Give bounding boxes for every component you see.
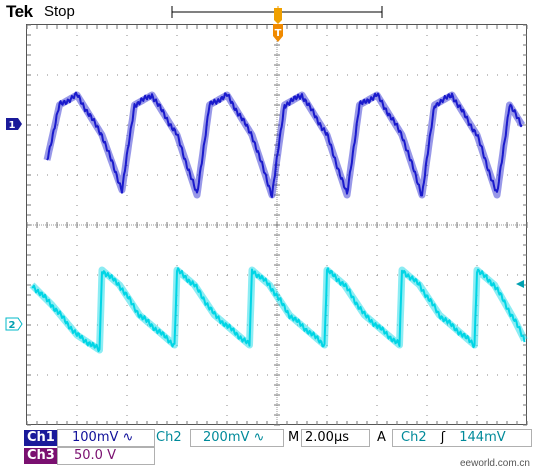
- ch3-label[interactable]: Ch3: [24, 448, 58, 464]
- ch2-ground-marker[interactable]: 2: [5, 317, 23, 331]
- trigger-level-marker[interactable]: [516, 280, 524, 288]
- scope-header: Tek Stop: [0, 0, 536, 24]
- ch1-marker-label: 1: [9, 120, 16, 131]
- ch3-scale-box[interactable]: 50.0 V: [57, 447, 155, 465]
- graticule-grid: [26, 24, 528, 426]
- timebase-value[interactable]: 2.00µs: [301, 429, 370, 447]
- trigger-marker-label: T: [275, 28, 282, 39]
- traces: [29, 91, 528, 354]
- ch1-ground-marker[interactable]: 1: [6, 118, 22, 131]
- trace-line-ch1: [46, 91, 523, 198]
- trigger-bar-icon: [274, 8, 282, 24]
- status-bar: Ch1 100mV ∿ Ch2 200mV ∿ M 2.00µs A Ch2 ʃ…: [0, 428, 536, 471]
- trigger-slope-icon: ʃ: [440, 430, 446, 445]
- trace-line-ch2: [31, 267, 526, 353]
- trigger-source: Ch2: [401, 430, 427, 445]
- trigger-settings-box[interactable]: Ch2 ʃ 144mV: [392, 429, 532, 447]
- ch1-label[interactable]: Ch1: [24, 430, 58, 446]
- ch2-scale-box[interactable]: 200mV ∿: [190, 429, 284, 447]
- ch1-scale-box[interactable]: 100mV ∿: [57, 429, 155, 447]
- ch1-coupling-icon: ∿: [122, 430, 134, 445]
- trigger-level: 144mV: [459, 430, 506, 445]
- timebase-label: M: [288, 430, 300, 445]
- ch1-scale: 100mV: [72, 430, 119, 445]
- brand-logo: Tek: [6, 2, 33, 21]
- watermark: eeworld.com.cn: [459, 458, 530, 469]
- acquisition-status: Stop: [44, 3, 75, 20]
- ch2-marker-label: 2: [9, 320, 16, 331]
- ch3-scale: 50.0 V: [74, 448, 116, 463]
- ch2-coupling-icon: ∿: [253, 430, 265, 445]
- trigger-label: A: [377, 430, 386, 445]
- ch2-scale: 200mV: [203, 430, 250, 445]
- trigger-position-marker: T: [273, 24, 283, 42]
- ch2-label[interactable]: Ch2: [156, 430, 182, 445]
